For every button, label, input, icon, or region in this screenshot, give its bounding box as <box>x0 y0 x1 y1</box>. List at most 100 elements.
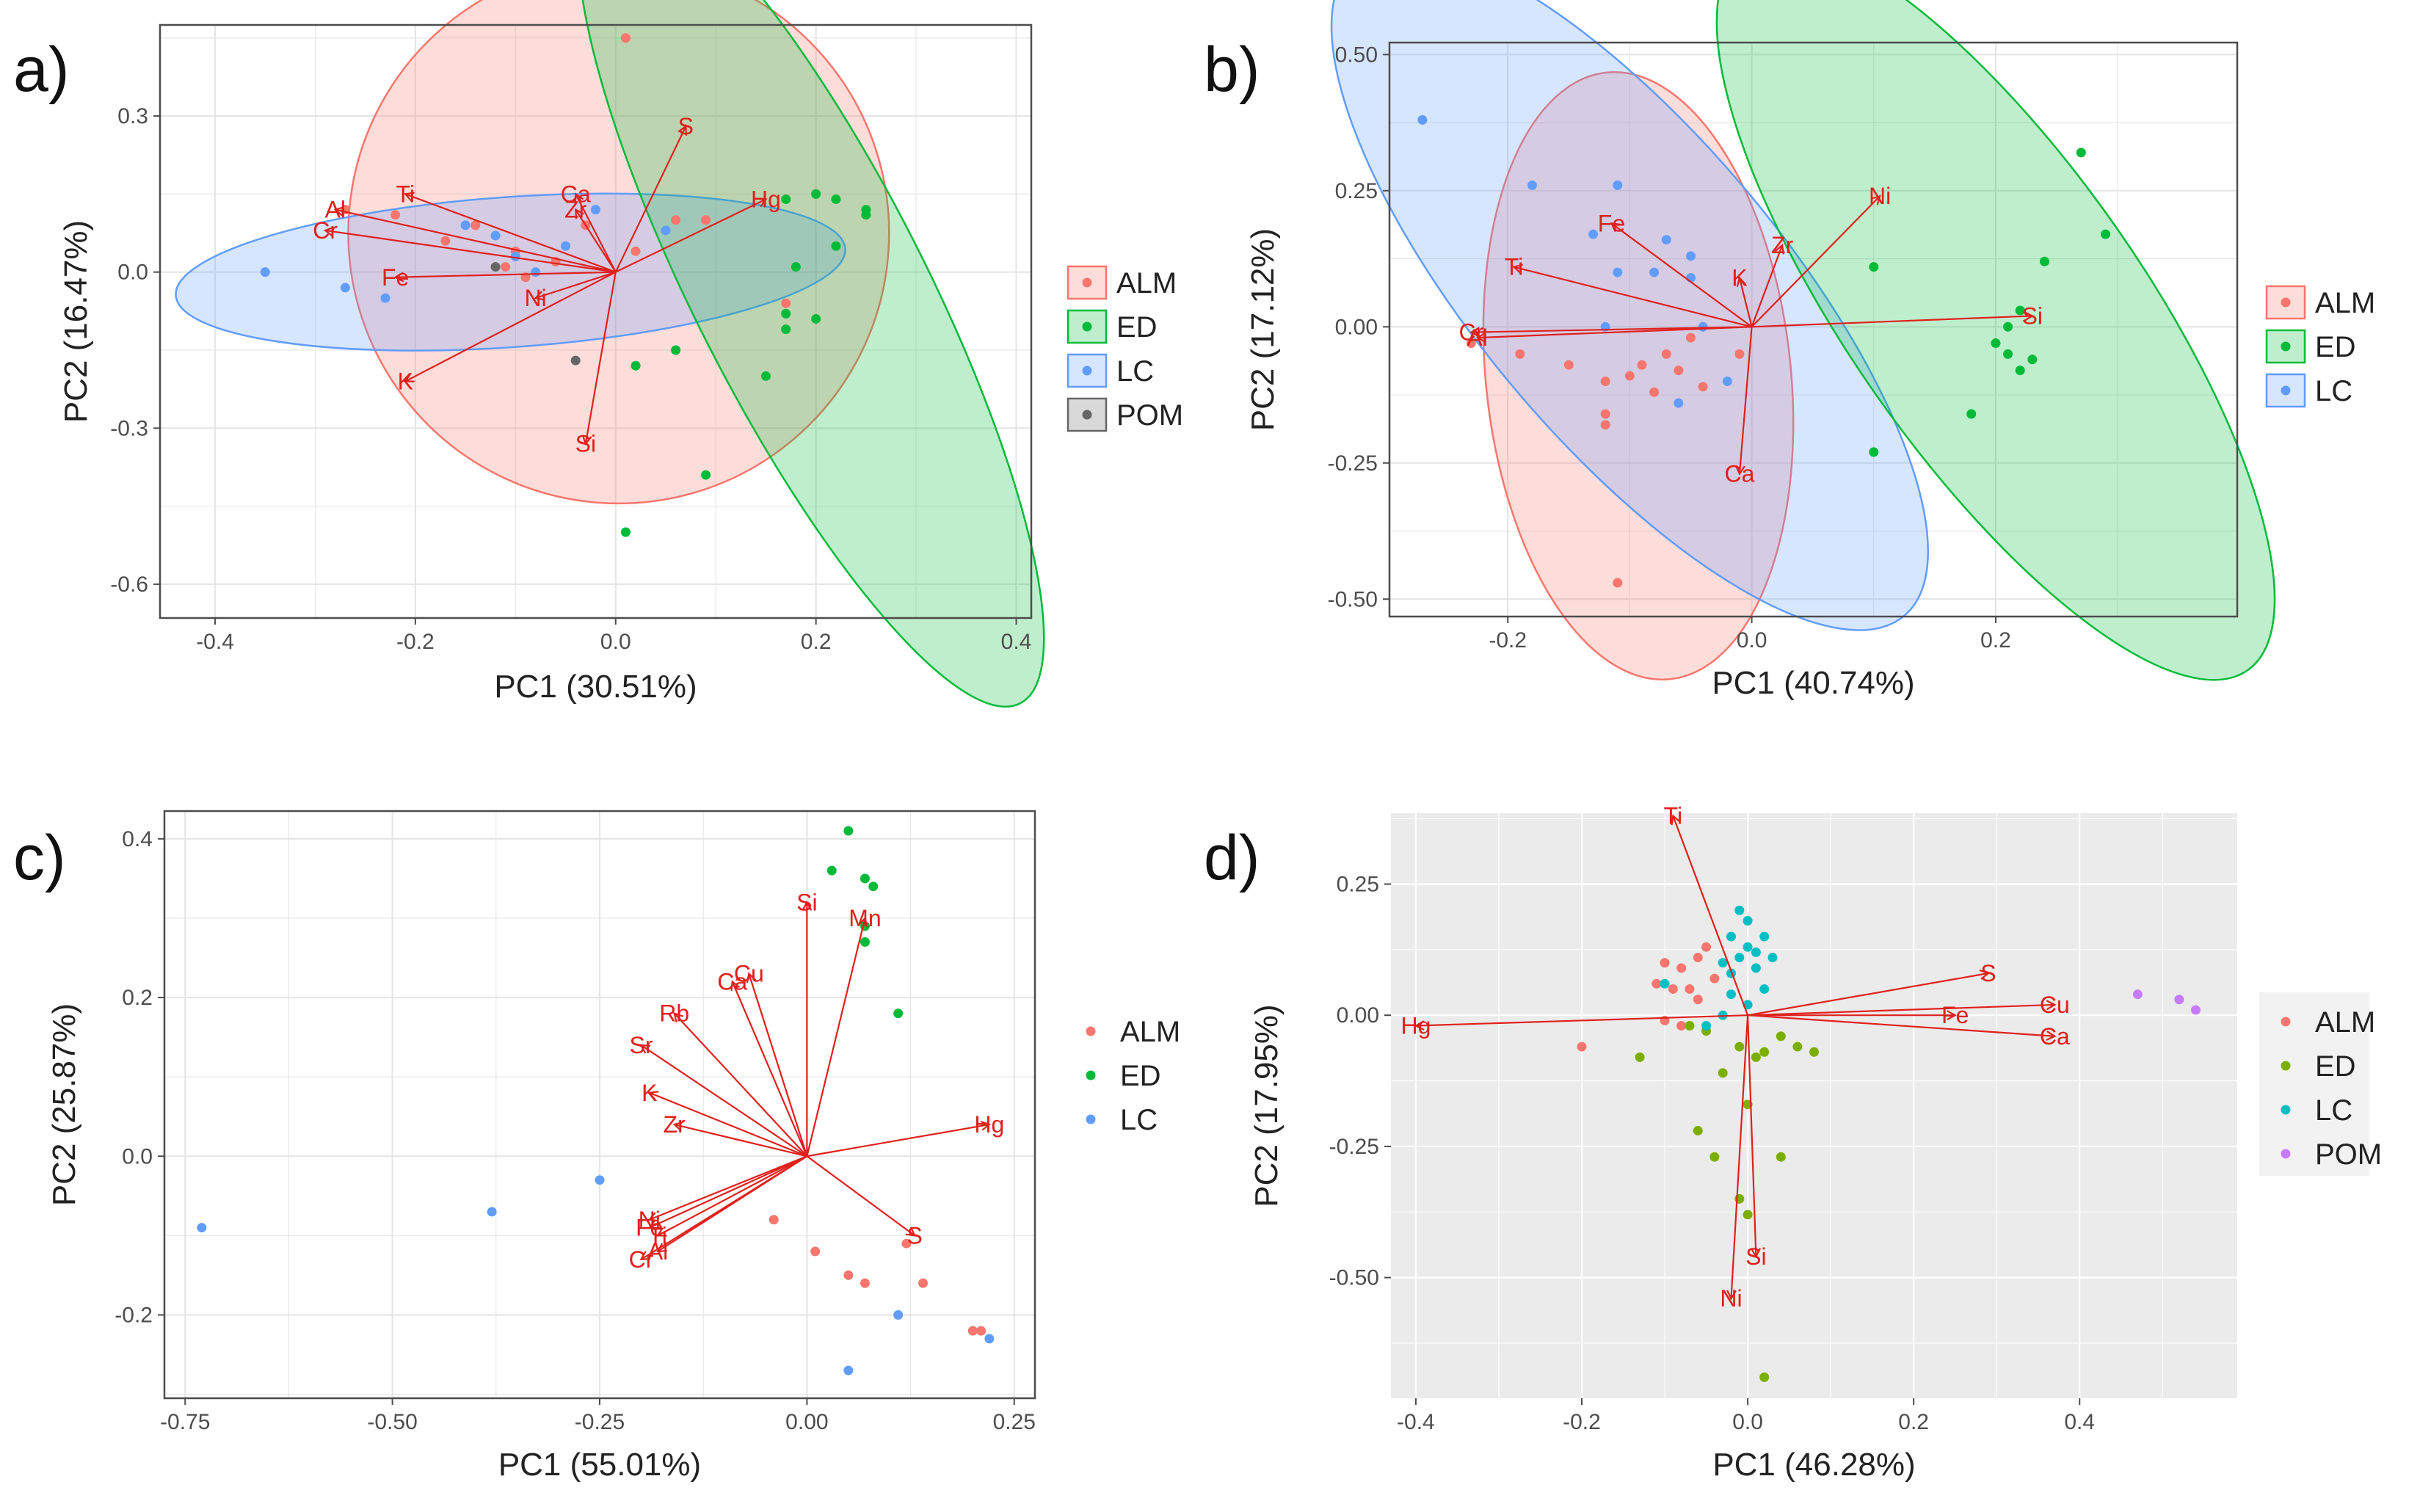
legend-label-alm: ALM <box>2315 287 2375 319</box>
point-ed <box>831 241 841 251</box>
loading-arrow-al <box>335 210 617 273</box>
point-lc <box>1759 984 1770 994</box>
point-lc <box>490 230 501 241</box>
point-pom <box>2190 1005 2201 1015</box>
point-alm <box>1685 332 1696 343</box>
point-ed <box>831 194 841 204</box>
loading-label-hg: Hg <box>1400 1012 1431 1039</box>
legend-dot-ed <box>2281 341 2291 352</box>
y-tick-label: -0.50 <box>1328 587 1378 611</box>
point-ed <box>1685 1020 1695 1031</box>
loading-arrow-ti <box>1673 816 1749 1016</box>
loading-arrow-hg <box>615 199 766 273</box>
loading-label-ni: Ni <box>1720 1285 1742 1312</box>
point-ed <box>2101 229 2111 239</box>
point-alm <box>390 210 401 220</box>
loading-label-zr: Zr <box>564 197 587 223</box>
loading-label-s: S <box>678 113 694 139</box>
panel-label: d) <box>1204 823 1260 893</box>
point-alm <box>1709 973 1720 984</box>
y-tick-label: 0.50 <box>1335 43 1378 67</box>
loading-label-k: K <box>1732 265 1747 291</box>
y-axis-title: PC2 (16.47%) <box>58 220 94 423</box>
loading-arrow-cr <box>1471 326 1752 332</box>
point-alm <box>1563 360 1574 370</box>
y-tick-label: 0.0 <box>117 261 148 285</box>
point-ed <box>1709 1152 1720 1162</box>
point-ed <box>2015 366 2025 376</box>
point-ed <box>701 470 711 480</box>
loading-arrow-ca <box>733 981 808 1157</box>
x-tick-label: -0.2 <box>1563 1410 1601 1434</box>
point-ed <box>1869 262 1879 272</box>
point-ed <box>1743 1210 1753 1220</box>
x-tick-label: 0.00 <box>785 1410 828 1434</box>
loading-label-mn: Mn <box>849 905 881 931</box>
loading-label-fe: Fe <box>1941 1002 1969 1028</box>
y-tick-label: -0.3 <box>110 416 148 440</box>
point-ed <box>671 345 681 355</box>
point-ed <box>631 360 641 371</box>
plot-area <box>1389 43 2237 617</box>
x-axis-title: PC1 (40.74%) <box>1712 665 1914 701</box>
y-tick-label: -0.50 <box>1329 1266 1379 1290</box>
loading-label-al: Al <box>1467 324 1487 351</box>
point-alm <box>1668 984 1678 994</box>
point-alm <box>967 1326 978 1336</box>
loading-arrow-k <box>405 271 617 382</box>
loading-arrow-ti <box>1514 267 1752 328</box>
y-tick-label: 0.4 <box>122 827 153 851</box>
loading-arrow-s <box>806 1155 915 1235</box>
loading-label-ti: Ti <box>396 181 415 207</box>
point-alm <box>631 246 641 256</box>
point-lc <box>197 1223 207 1233</box>
loading-label-hg: Hg <box>751 186 781 212</box>
legend-label-pom: POM <box>1116 399 1183 432</box>
point-ed <box>1759 1047 1770 1057</box>
point-alm <box>843 1270 854 1280</box>
loading-arrow-ni <box>650 1155 807 1219</box>
point-alm <box>918 1278 929 1288</box>
point-ed <box>791 262 801 272</box>
loading-arrow-ca <box>1747 1014 2054 1036</box>
point-lc <box>984 1334 995 1344</box>
point-lc <box>1734 953 1745 963</box>
point-lc <box>1613 267 1623 277</box>
loading-arrow-s <box>1747 973 1988 1017</box>
loading-arrow-zr <box>1751 245 1783 327</box>
point-alm <box>1624 371 1635 381</box>
point-alm <box>781 298 791 308</box>
point-alm <box>901 1238 912 1249</box>
x-tick-label: 0.25 <box>993 1410 1036 1434</box>
loading-arrow-sr <box>641 1045 807 1157</box>
point-lc <box>1743 916 1753 926</box>
point-ed <box>893 1008 904 1019</box>
point-lc <box>843 1365 854 1375</box>
legend-dot-ed <box>1086 1070 1096 1080</box>
point-lc <box>1734 905 1745 915</box>
y-tick-label: 0.3 <box>117 104 148 128</box>
y-tick-label: -0.25 <box>1329 1135 1379 1159</box>
legend-dot-lc <box>1086 1114 1096 1124</box>
point-lc <box>380 293 390 303</box>
point-ed <box>2076 148 2086 158</box>
loading-label-k: K <box>642 1080 657 1106</box>
loading-arrow-cu <box>1748 1005 2054 1017</box>
loading-arrow-k <box>1740 278 1753 327</box>
point-lc <box>487 1207 497 1217</box>
x-axis-title: PC1 (55.01%) <box>498 1447 701 1483</box>
legend-label-lc: LC <box>1120 1104 1158 1136</box>
point-alm <box>860 1278 870 1288</box>
legend-dot-ed <box>2281 1061 2291 1071</box>
point-lc <box>531 267 541 277</box>
point-ed <box>1635 1052 1645 1062</box>
loading-label-cu: Cu <box>2040 992 2070 1018</box>
loading-label-si: Si <box>1745 1243 1766 1270</box>
point-ed <box>826 865 837 876</box>
point-ed <box>1809 1047 1819 1057</box>
point-ed <box>1991 338 2001 349</box>
panel-label: a) <box>13 34 69 105</box>
